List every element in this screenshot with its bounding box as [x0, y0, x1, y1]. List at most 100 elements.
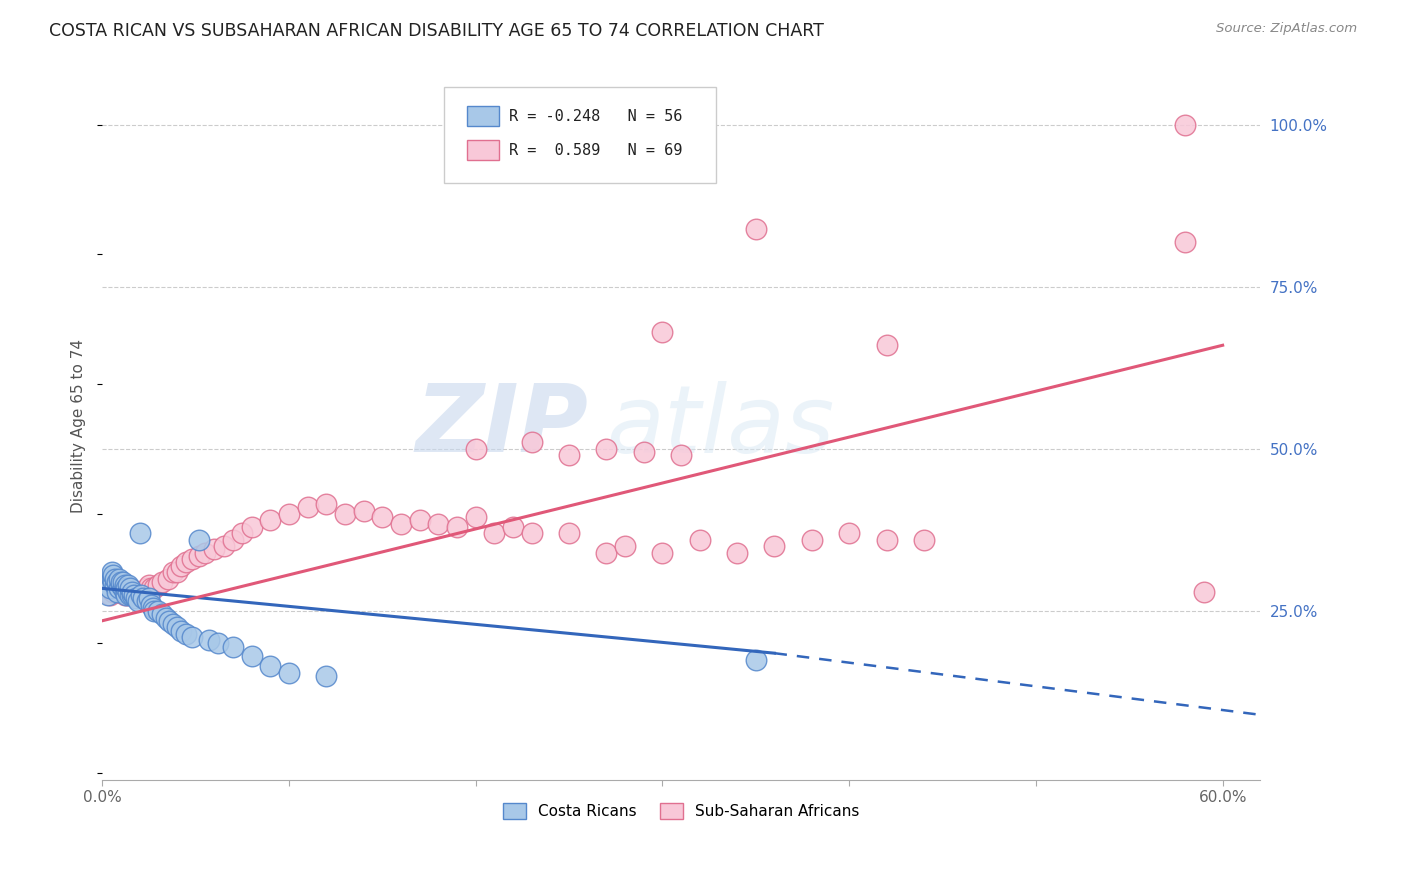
Point — [148, 578, 170, 592]
Bar — [467, 106, 499, 126]
Point — [1192, 584, 1215, 599]
Text: Source: ZipAtlas.com: Source: ZipAtlas.com — [1216, 22, 1357, 36]
Point — [174, 626, 197, 640]
Point — [427, 516, 450, 531]
Point — [132, 584, 155, 599]
Point — [115, 588, 138, 602]
Point — [111, 582, 134, 596]
Point — [121, 588, 143, 602]
Point — [446, 520, 468, 534]
Point — [162, 617, 184, 632]
Point — [259, 659, 281, 673]
Point — [595, 546, 617, 560]
Point — [117, 578, 139, 592]
Point — [464, 442, 486, 456]
Point — [136, 582, 159, 596]
Point — [169, 558, 191, 573]
Point — [108, 582, 131, 596]
Point — [520, 526, 543, 541]
Point — [103, 568, 125, 582]
Point — [259, 513, 281, 527]
Point — [121, 588, 143, 602]
Legend: Costa Ricans, Sub-Saharan Africans: Costa Ricans, Sub-Saharan Africans — [496, 797, 865, 825]
Point — [408, 513, 430, 527]
Point — [278, 665, 301, 680]
Point — [131, 588, 153, 602]
Point — [180, 552, 202, 566]
Point — [103, 582, 125, 596]
Point — [150, 607, 173, 622]
Point — [115, 584, 138, 599]
Point — [110, 578, 132, 592]
Point — [207, 636, 229, 650]
Point — [502, 520, 524, 534]
Point — [180, 630, 202, 644]
Point — [188, 549, 211, 563]
Point — [558, 526, 581, 541]
Point — [1174, 235, 1197, 249]
Point — [1174, 118, 1197, 132]
Point — [127, 594, 149, 608]
Point — [745, 221, 768, 235]
Point — [97, 588, 120, 602]
Point — [188, 533, 211, 547]
Point — [117, 584, 139, 599]
Point — [148, 604, 170, 618]
Point — [278, 507, 301, 521]
Point — [240, 520, 263, 534]
Point — [558, 449, 581, 463]
Point — [464, 510, 486, 524]
Point — [103, 574, 125, 589]
Point — [689, 533, 711, 547]
Point — [94, 584, 117, 599]
Point — [105, 574, 128, 589]
Point — [100, 565, 122, 579]
Point — [120, 582, 142, 596]
Point — [838, 526, 860, 541]
Point — [614, 539, 637, 553]
Point — [115, 582, 138, 596]
Point — [114, 578, 136, 592]
FancyBboxPatch shape — [444, 87, 716, 183]
Point — [651, 546, 673, 560]
Point — [725, 546, 748, 560]
Point — [156, 572, 179, 586]
Point — [231, 526, 253, 541]
Point — [132, 591, 155, 606]
Point — [155, 610, 177, 624]
Point — [162, 565, 184, 579]
Point — [139, 598, 162, 612]
Point — [104, 578, 127, 592]
Text: ZIP: ZIP — [416, 380, 589, 472]
Bar — [467, 140, 499, 160]
Point — [333, 507, 356, 521]
Point — [111, 582, 134, 596]
Text: R =  0.589   N = 69: R = 0.589 N = 69 — [509, 143, 682, 158]
Point — [138, 578, 160, 592]
Point — [98, 582, 121, 596]
Point — [169, 624, 191, 638]
Point — [202, 542, 225, 557]
Point — [297, 500, 319, 515]
Point — [139, 582, 162, 596]
Point — [114, 584, 136, 599]
Point — [876, 338, 898, 352]
Point — [763, 539, 786, 553]
Point — [876, 533, 898, 547]
Y-axis label: Disability Age 65 to 74: Disability Age 65 to 74 — [72, 339, 86, 513]
Point — [222, 640, 245, 654]
Point — [595, 442, 617, 456]
Point — [105, 584, 128, 599]
Point — [800, 533, 823, 547]
Point — [122, 588, 145, 602]
Point — [633, 445, 655, 459]
Point — [138, 591, 160, 606]
Point — [98, 588, 121, 602]
Point — [97, 582, 120, 596]
Point — [100, 578, 122, 592]
Point — [150, 574, 173, 589]
Point — [100, 574, 122, 589]
Point — [111, 574, 134, 589]
Point — [745, 653, 768, 667]
Point — [315, 669, 337, 683]
